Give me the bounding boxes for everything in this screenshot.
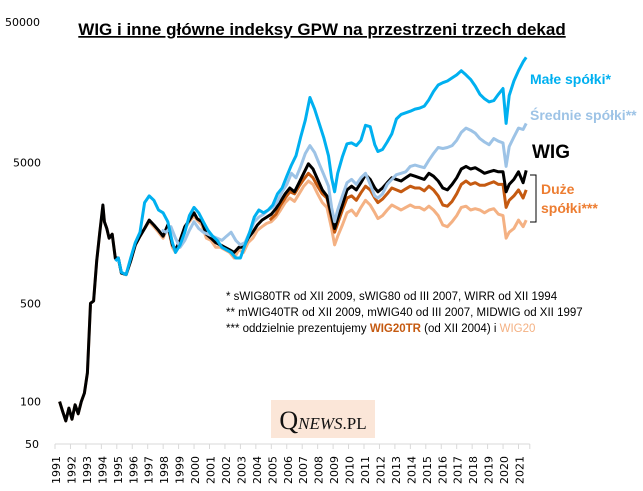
series-line--rednie-sp-ki	[161, 122, 528, 249]
x-tick-label: 1997	[143, 456, 156, 484]
series-group	[58, 56, 528, 423]
series-label: Średnie spółki**	[530, 106, 637, 123]
x-tick-label: 1991	[50, 456, 63, 484]
y-tick-label: 100	[20, 396, 41, 409]
series-line-wig	[58, 162, 528, 423]
x-tick-label: 2017	[452, 456, 465, 484]
x-axis: 1991 1992 1993 1994 1995 1996 1997 1998 1999 2000…	[50, 443, 531, 484]
large-caps-bracket	[530, 174, 537, 223]
x-tick-label: 2015	[421, 456, 434, 484]
footnote-wig20: WIG20	[500, 323, 536, 335]
x-tick-label: 2008	[313, 456, 326, 484]
footnote-small-caps: * sWIG80TR od XII 2009, sWIG80 od III 20…	[226, 291, 558, 303]
qnews-logo: QNEWS.PL	[271, 400, 375, 438]
footnote-large-caps-mid: (od XII 2004) i	[424, 323, 499, 335]
y-axis: 50000 5000 500 100 50	[5, 16, 41, 451]
x-tick-label: 1992	[65, 456, 78, 484]
x-tick-label: 2012	[374, 456, 387, 484]
x-tick-label: 2006	[282, 456, 295, 484]
y-tick-label: 5000	[13, 157, 41, 170]
logo-pl: .PL	[342, 414, 367, 433]
x-tick-label: 2003	[235, 456, 248, 484]
x-tick-label: 2002	[220, 456, 233, 484]
footnote-mid-caps: ** mWIG40TR od XII 2009, mWIG40 od III 2…	[226, 307, 583, 319]
series-label: spółki***	[541, 200, 598, 216]
x-tick-label: 1998	[158, 456, 171, 484]
series-label: Małe spółki*	[530, 71, 611, 87]
chart-title: WIG i inne główne indeksy GPW na przestr…	[78, 20, 565, 39]
x-tick-label: 2016	[436, 456, 449, 484]
footnote-wig20tr: WIG20TR	[370, 323, 422, 335]
x-tick-label: 2019	[483, 456, 496, 484]
logo-text: QNEWS.PL	[271, 406, 375, 436]
y-tick-label: 500	[20, 297, 41, 310]
series-label: Duże	[541, 181, 575, 197]
x-tick-label: 2001	[205, 456, 218, 484]
x-tick-label: 2021	[514, 456, 527, 484]
y-tick-label: 50000	[5, 16, 40, 29]
y-tick-label: 50	[25, 438, 39, 451]
x-tick-label: 2005	[266, 456, 279, 484]
x-tick-label: 2020	[498, 456, 511, 484]
x-tick-label: 2010	[344, 456, 357, 484]
footnote-large-caps: *** oddzielnie prezentujemy WIG20TR (od …	[226, 323, 535, 335]
x-tick-label: 2011	[359, 456, 372, 484]
footnote-large-caps-prefix: *** oddzielnie prezentujemy	[226, 323, 370, 335]
x-tick-label: 2009	[328, 456, 341, 484]
footnotes: * sWIG80TR od XII 2009, sWIG80 od III 20…	[226, 291, 583, 335]
x-tick-label: 2007	[297, 456, 310, 484]
series-label: WIG	[532, 142, 570, 163]
x-tick-label: 2000	[189, 456, 202, 484]
logo-news: NEWS	[298, 414, 343, 433]
x-tick-label: 2018	[467, 456, 480, 484]
x-tick-label: 1993	[81, 456, 94, 484]
x-tick-label: 2014	[405, 456, 418, 484]
series-line-wig20tr	[268, 171, 528, 234]
series-line-ma-e-sp-ki	[114, 56, 528, 277]
series-labels: Małe spółki* Średnie spółki** WIG Duże spółk…	[530, 71, 637, 216]
x-tick-label: 1999	[174, 456, 187, 484]
x-tick-label: 2004	[251, 456, 264, 484]
x-tick-label: 2013	[390, 456, 403, 484]
x-tick-label: 1994	[96, 456, 109, 484]
x-tick-label: 1995	[112, 456, 125, 484]
logo-q: Q	[279, 406, 299, 435]
x-tick-label: 1996	[127, 456, 140, 484]
